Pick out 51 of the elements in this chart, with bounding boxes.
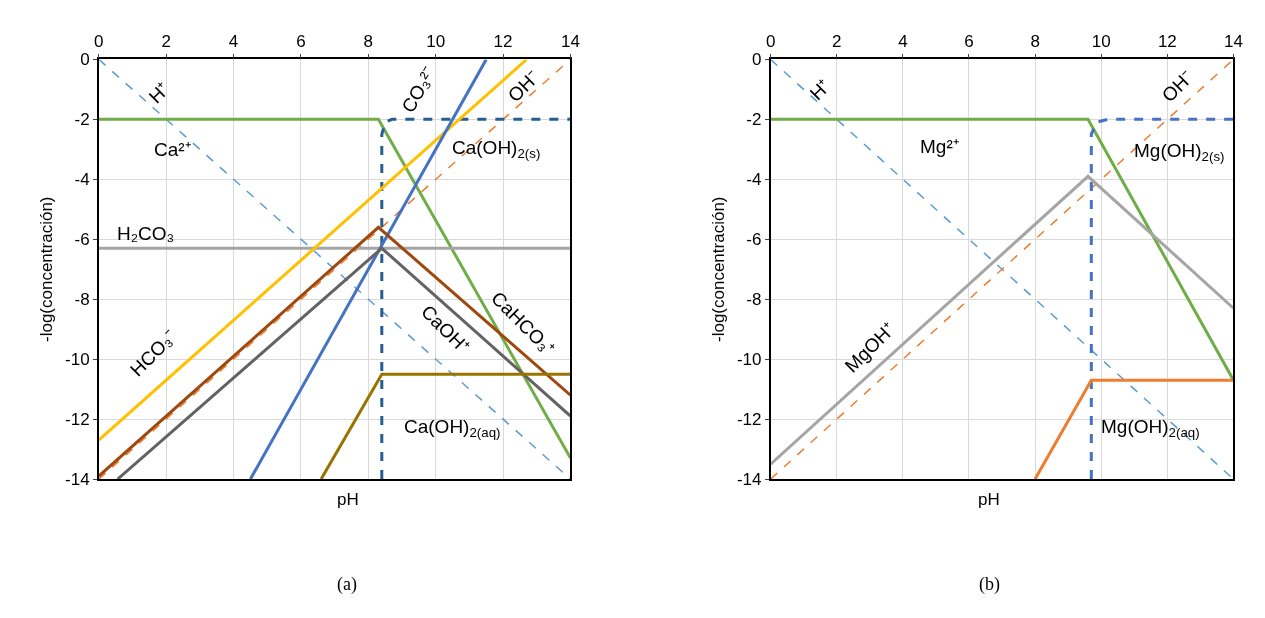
y-tick-label: -8 xyxy=(74,290,90,310)
y-axis-title: -log(concentración) xyxy=(37,196,57,342)
x-tick-label: 0 xyxy=(94,31,104,51)
y-tick-label: -2 xyxy=(74,110,90,130)
y-axis-title: -log(concentración) xyxy=(708,196,728,342)
y-tick-label: -2 xyxy=(746,110,762,130)
y-tick-label: -14 xyxy=(736,470,762,490)
y-tick-label: 0 xyxy=(80,50,90,70)
x-axis-title: pH xyxy=(978,490,1000,509)
x-tick-label: 2 xyxy=(161,31,171,51)
annotation: Mg(OH)$_{2(s)}$ xyxy=(1134,140,1225,164)
x-tick-label: 14 xyxy=(1224,31,1243,51)
annotation: Ca(OH)$_{2(aq)}$ xyxy=(404,416,501,440)
x-tick-label: 6 xyxy=(296,31,306,51)
y-tick-label: -8 xyxy=(746,290,762,310)
y-tick-label: -12 xyxy=(736,410,762,430)
x-tick-label: 4 xyxy=(898,31,908,51)
x-tick-label: 10 xyxy=(1091,31,1111,51)
annotation: Ca²⁺ xyxy=(154,139,191,160)
annotation: Mg²⁺ xyxy=(920,136,959,157)
y-tick-label: -4 xyxy=(74,170,90,190)
x-tick-label: 8 xyxy=(363,31,374,51)
y-tick-label: -12 xyxy=(65,410,90,430)
y-tick-label: 0 xyxy=(751,50,762,70)
x-tick-label: 12 xyxy=(1157,31,1177,51)
annotation: Ca(OH)$_{2(s)}$ xyxy=(452,137,541,161)
annotation: H₂CO₃ xyxy=(117,223,175,244)
text: (a) xyxy=(337,574,357,595)
y-tick-label: -14 xyxy=(65,470,90,490)
annotation: OH⁻ xyxy=(1157,66,1197,107)
annotation: H⁺ xyxy=(805,75,835,105)
x-tick-label: 0 xyxy=(765,31,776,51)
x-tick-label: 10 xyxy=(426,31,446,51)
line-series xyxy=(1089,117,1234,480)
x-tick-label: 6 xyxy=(964,31,974,51)
annotation: OH⁻ xyxy=(503,66,543,107)
annotation: Mg(OH)$_{2(aq)}$ xyxy=(1101,416,1200,440)
x-tick-label: 2 xyxy=(832,31,842,51)
y-tick-label: -10 xyxy=(65,350,90,370)
x-tick-label: 14 xyxy=(560,31,580,51)
y-tick-label: -10 xyxy=(736,350,762,370)
x-tick-label: 4 xyxy=(228,31,239,51)
text: (b) xyxy=(979,574,1000,595)
line-series xyxy=(380,117,571,480)
x-axis-title: pH xyxy=(337,490,359,509)
x-tick-label: 8 xyxy=(1030,31,1040,51)
annotation: H⁺ xyxy=(144,78,174,108)
x-tick-label: 12 xyxy=(493,31,513,51)
y-tick-label: -6 xyxy=(746,230,762,250)
y-tick-label: -4 xyxy=(746,170,762,190)
y-tick-label: -6 xyxy=(74,230,90,250)
